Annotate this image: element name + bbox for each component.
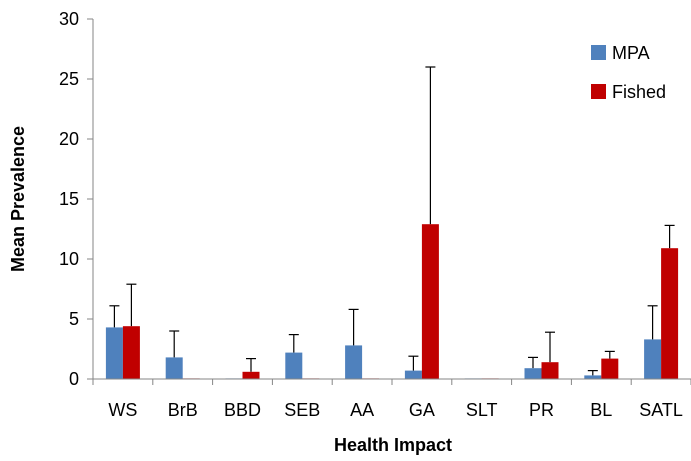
bar-mpa bbox=[345, 345, 363, 379]
y-tick-label: 5 bbox=[69, 309, 79, 329]
bar-fished bbox=[242, 371, 260, 379]
y-tick-label: 25 bbox=[59, 69, 79, 89]
bars bbox=[105, 224, 679, 379]
y-tick-label: 30 bbox=[59, 9, 79, 29]
bar-mpa bbox=[105, 327, 123, 379]
bar-mpa bbox=[524, 368, 542, 379]
x-tick-label: BBD bbox=[224, 400, 261, 420]
bar-fished bbox=[541, 362, 559, 379]
bar-fished bbox=[122, 326, 140, 379]
legend-swatch-mpa bbox=[591, 45, 606, 60]
y-tick-label: 10 bbox=[59, 249, 79, 269]
y-axis-label: Mean Prevalence bbox=[8, 126, 28, 272]
y-tick-labels: 0 5 10 15 20 25 30 bbox=[59, 9, 79, 389]
legend: MPA Fished bbox=[591, 43, 666, 102]
legend-label-fished: Fished bbox=[612, 82, 666, 102]
bar-mpa bbox=[165, 357, 183, 379]
y-tick-label: 20 bbox=[59, 129, 79, 149]
bar-mpa bbox=[644, 339, 662, 379]
bar-mpa bbox=[584, 375, 602, 379]
legend-label-mpa: MPA bbox=[612, 43, 650, 63]
bar-mpa bbox=[285, 352, 303, 379]
x-tick-label: SATL bbox=[639, 400, 683, 420]
x-tick-label: BrB bbox=[168, 400, 198, 420]
bar-fished bbox=[601, 358, 619, 379]
x-tick-label: BL bbox=[590, 400, 612, 420]
y-tick-label: 0 bbox=[69, 369, 79, 389]
x-tick-label: WS bbox=[108, 400, 137, 420]
x-tick-labels: WS BrB BBD SEB AA GA SLT PR BL SATL bbox=[108, 400, 683, 420]
bar-mpa bbox=[404, 370, 422, 379]
bar-fished bbox=[661, 248, 679, 379]
axes bbox=[87, 18, 691, 385]
x-axis-label: Health Impact bbox=[334, 435, 452, 455]
x-tick-label: SLT bbox=[466, 400, 498, 420]
y-tick-label: 15 bbox=[59, 189, 79, 209]
x-tick-label: GA bbox=[409, 400, 435, 420]
x-tick-label: PR bbox=[529, 400, 554, 420]
error-bars bbox=[109, 66, 675, 376]
x-tick-label: AA bbox=[350, 400, 374, 420]
legend-swatch-fished bbox=[591, 84, 606, 99]
x-tick-label: SEB bbox=[284, 400, 320, 420]
bar-fished bbox=[421, 224, 439, 379]
